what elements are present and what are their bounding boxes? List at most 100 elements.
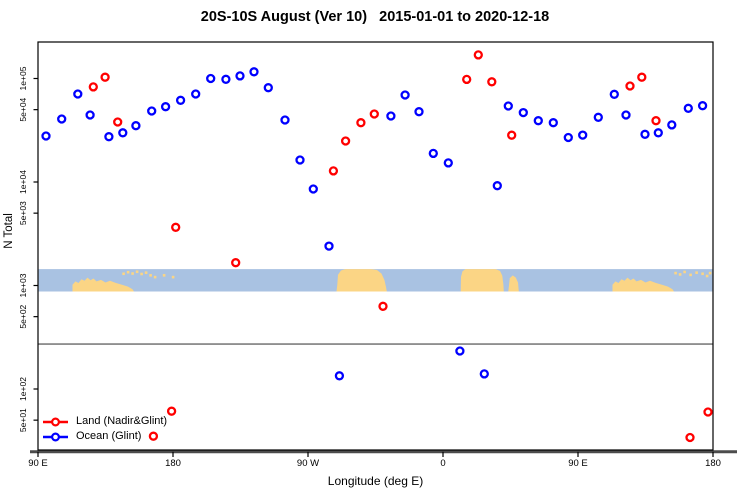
map-land-islet bbox=[149, 274, 152, 277]
legend-item-ocean: Ocean (Glint) bbox=[42, 429, 167, 444]
data-point bbox=[100, 72, 110, 82]
data-point bbox=[473, 50, 483, 60]
data-point bbox=[487, 77, 497, 87]
map-land-islet bbox=[135, 270, 139, 274]
map-land-australia bbox=[72, 277, 134, 292]
map-land-islet bbox=[162, 274, 166, 277]
data-point bbox=[400, 90, 410, 100]
legend-label-ocean: Ocean (Glint) bbox=[76, 430, 142, 442]
map-land-islet bbox=[701, 272, 704, 276]
map-land-islet bbox=[126, 270, 130, 274]
data-point bbox=[386, 111, 396, 121]
data-point bbox=[518, 107, 528, 118]
data-point bbox=[621, 110, 631, 120]
data-point bbox=[378, 301, 388, 311]
map-land-australia-repeat bbox=[612, 277, 674, 292]
data-point bbox=[548, 118, 558, 128]
map-land-islet bbox=[122, 272, 125, 276]
data-point bbox=[507, 130, 517, 140]
data-point bbox=[533, 116, 543, 126]
data-point bbox=[280, 115, 290, 125]
map-land-africa bbox=[460, 269, 504, 292]
data-point bbox=[667, 120, 677, 130]
data-point bbox=[625, 81, 635, 91]
data-point bbox=[685, 432, 695, 443]
land-marker-icon bbox=[43, 416, 68, 427]
data-point bbox=[191, 89, 201, 99]
data-point bbox=[651, 116, 661, 126]
x-tick-label: 90 E bbox=[568, 458, 588, 469]
y-tick-label: 5e+02 bbox=[18, 304, 28, 328]
legend: Land (Nadir&Glint) Ocean (Glint) bbox=[42, 414, 167, 444]
chart-title: 20S-10S August (Ver 10) 2015-01-01 to 20… bbox=[200, 9, 550, 25]
y-tick-label: 5e+03 bbox=[18, 201, 28, 225]
data-point bbox=[653, 128, 663, 138]
data-point bbox=[249, 67, 259, 77]
data-point bbox=[443, 158, 453, 168]
y-tick-label: 5e+01 bbox=[18, 408, 28, 432]
data-point bbox=[334, 371, 345, 381]
data-point bbox=[356, 118, 366, 128]
data-point bbox=[503, 101, 513, 111]
legend-label-land: Land (Nadir&Glint) bbox=[76, 415, 168, 427]
data-point bbox=[462, 74, 472, 85]
data-point bbox=[414, 107, 424, 117]
x-tick-label: 180 bbox=[705, 458, 721, 469]
plot-box bbox=[37, 41, 714, 451]
map-land-islet bbox=[683, 270, 686, 274]
legend-item-land: Land (Nadir&Glint) bbox=[42, 414, 167, 429]
map-land-islet bbox=[678, 273, 682, 276]
data-point bbox=[41, 131, 51, 141]
data-point bbox=[479, 369, 489, 379]
data-point bbox=[57, 114, 67, 124]
data-point bbox=[166, 406, 177, 416]
data-point bbox=[113, 117, 123, 127]
data-point bbox=[455, 346, 465, 356]
data-point bbox=[73, 89, 83, 99]
data-point bbox=[369, 109, 379, 119]
map-land-islet bbox=[695, 271, 698, 274]
data-point bbox=[235, 71, 245, 81]
data-point bbox=[231, 258, 241, 268]
map-land-madagascar bbox=[508, 275, 519, 292]
y-tick-label: 5e+04 bbox=[18, 97, 28, 121]
ocean-marker-icon bbox=[43, 431, 68, 442]
map-land-islet bbox=[689, 273, 692, 277]
map-land-islet bbox=[144, 271, 148, 274]
data-point bbox=[147, 106, 157, 116]
data-point bbox=[104, 132, 114, 142]
data-point bbox=[221, 74, 231, 84]
map-land-south-america bbox=[336, 269, 387, 292]
y-tick-label: 1e+02 bbox=[18, 377, 28, 401]
data-point bbox=[160, 102, 171, 112]
data-point bbox=[118, 128, 128, 138]
data-point bbox=[683, 103, 693, 113]
data-point bbox=[131, 121, 141, 131]
map-land-islet bbox=[153, 275, 157, 279]
data-point bbox=[703, 407, 713, 417]
x-axis-label: Longitude (deg E) bbox=[327, 474, 424, 488]
data-point bbox=[328, 166, 339, 176]
data-point bbox=[171, 222, 181, 232]
map-land-islet bbox=[131, 272, 134, 275]
data-point bbox=[308, 184, 318, 194]
y-tick-label: 1e+03 bbox=[18, 273, 28, 297]
data-point bbox=[148, 431, 159, 441]
x-tick-label: 90 E bbox=[28, 458, 48, 469]
map-land-islet bbox=[171, 275, 175, 279]
data-point bbox=[697, 101, 708, 111]
data-point bbox=[640, 129, 650, 139]
map-land-islet bbox=[140, 272, 143, 276]
x-tick-label: 180 bbox=[165, 458, 181, 469]
y-tick-label: 1e+05 bbox=[18, 66, 28, 90]
data-point bbox=[637, 72, 647, 82]
data-point bbox=[609, 89, 619, 99]
data-point bbox=[295, 155, 305, 165]
x-tick-label: 0 bbox=[440, 458, 445, 469]
data-point bbox=[175, 95, 186, 105]
map-land-islet bbox=[705, 274, 709, 278]
data-point bbox=[206, 73, 216, 84]
x-tick-label: 90 W bbox=[297, 458, 319, 469]
